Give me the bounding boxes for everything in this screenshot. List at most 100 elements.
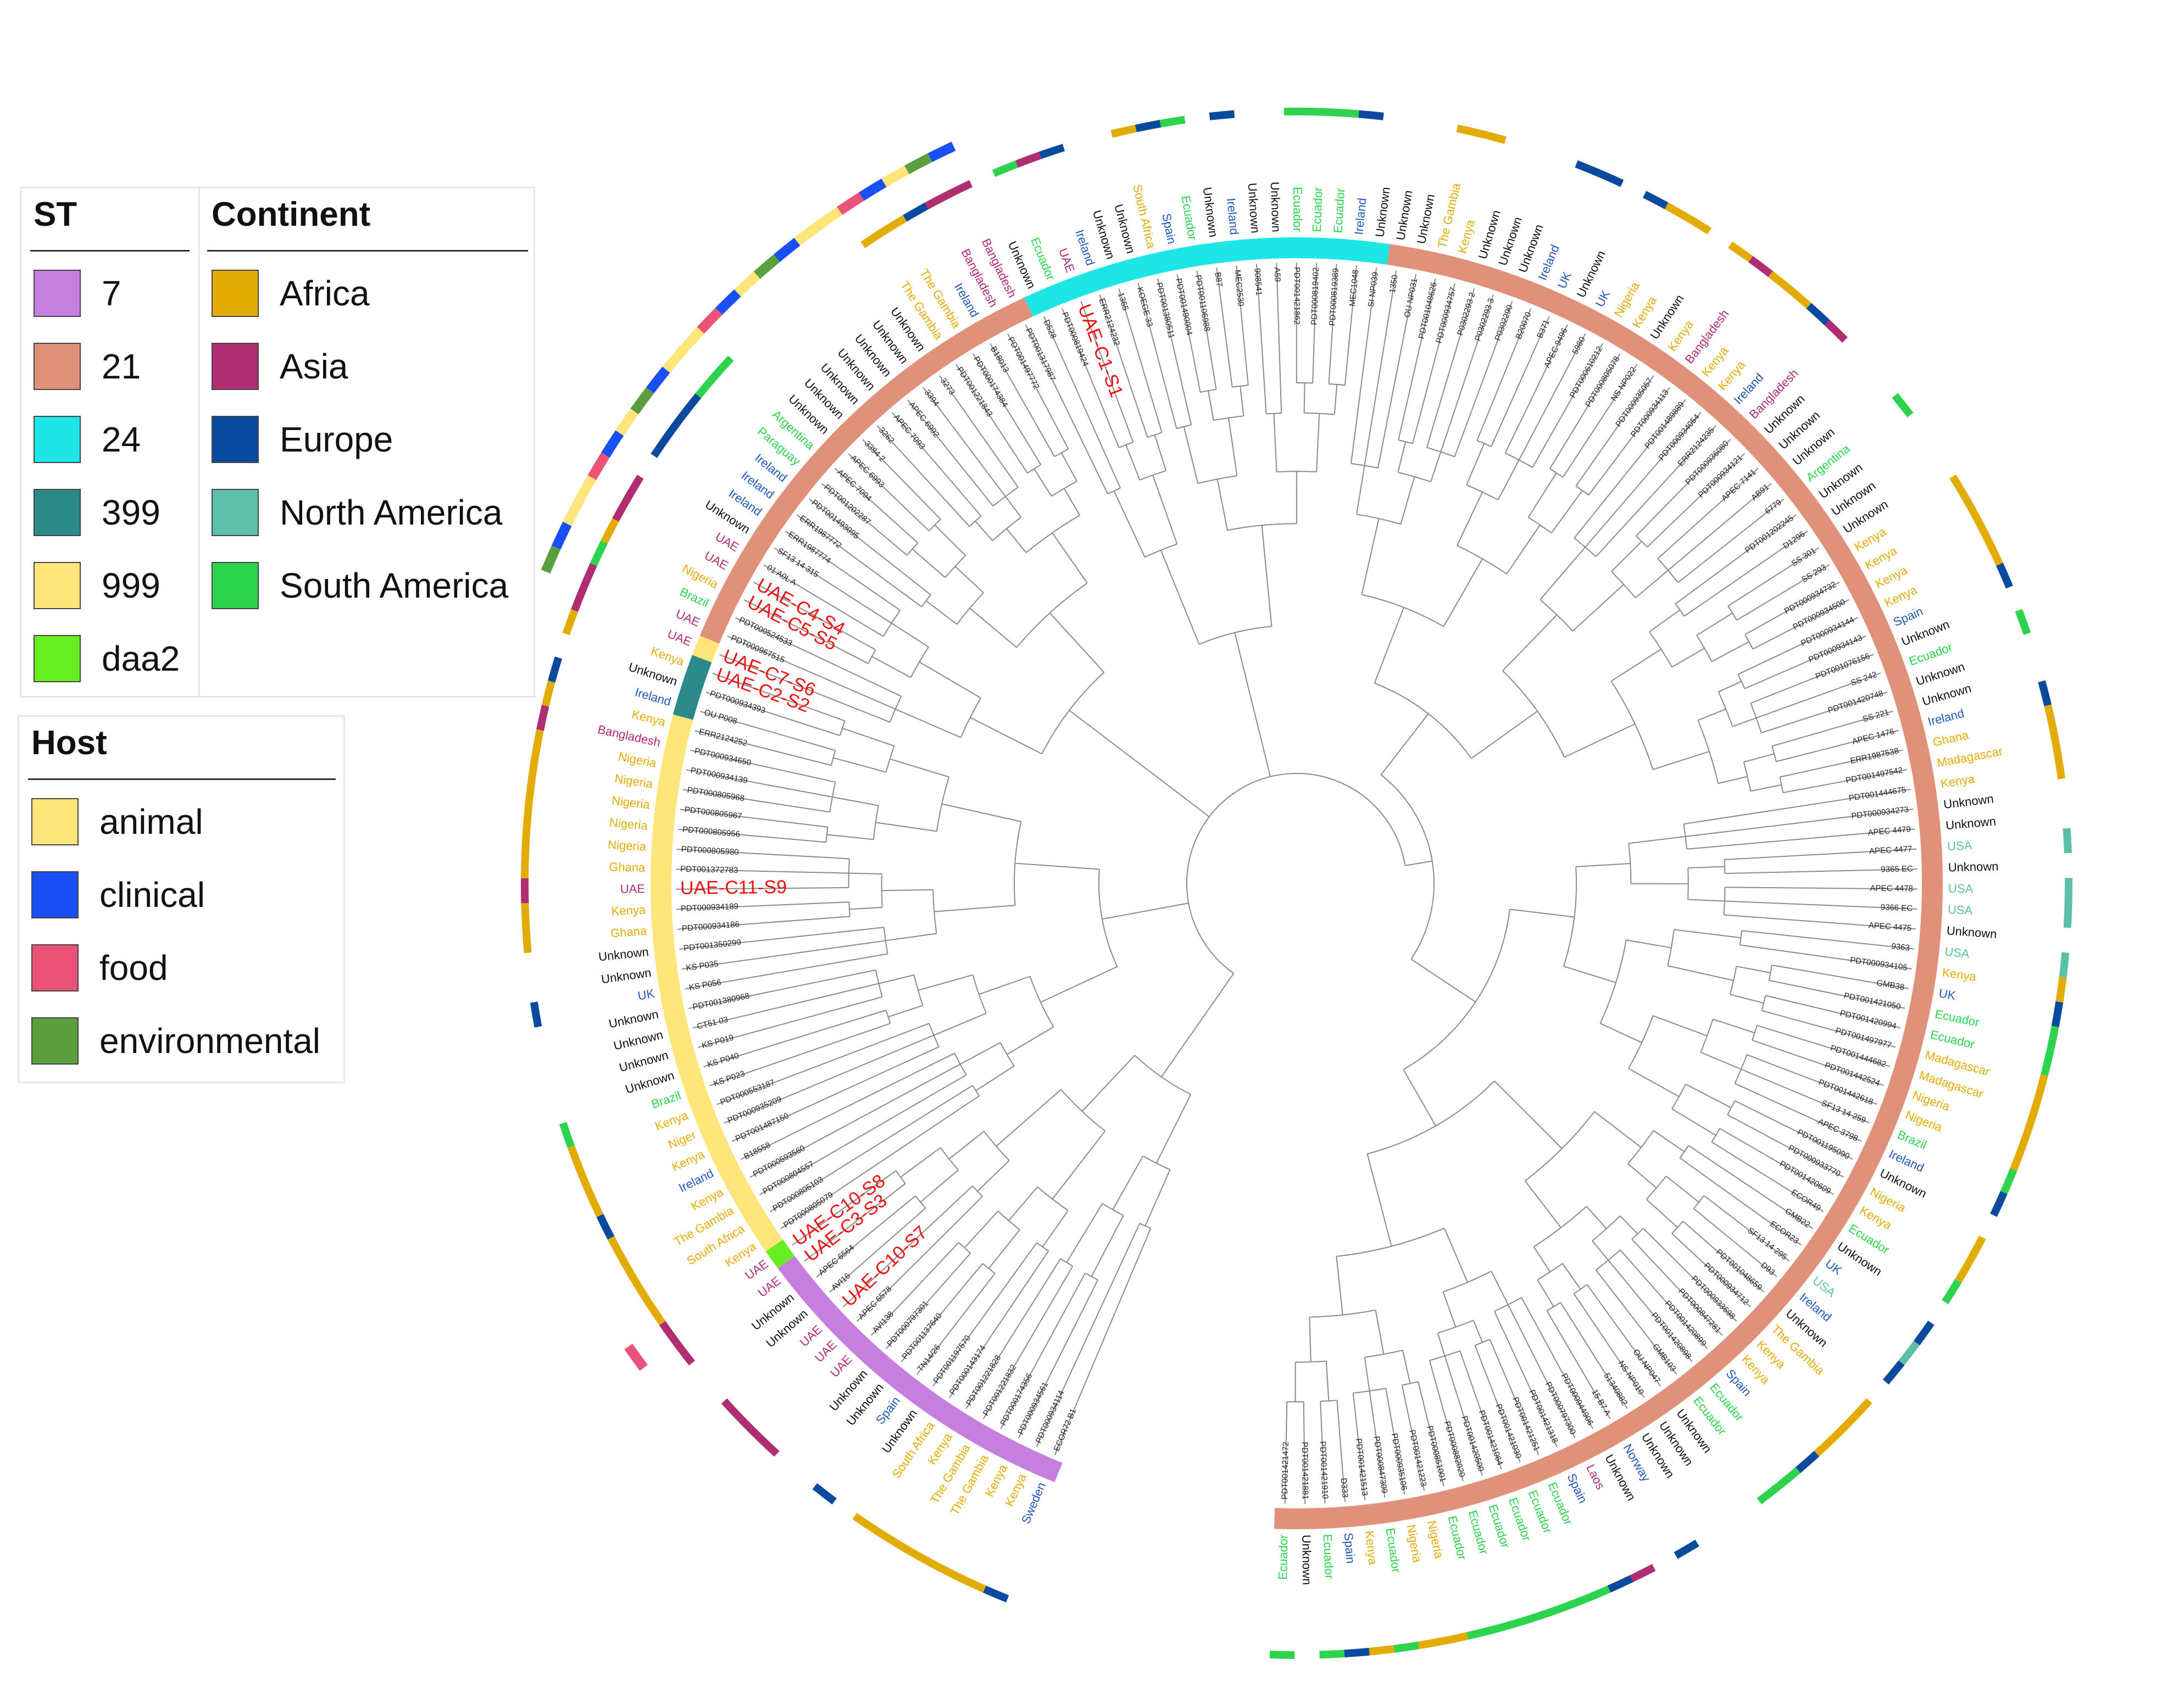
continent-segment <box>1996 562 2013 589</box>
branch <box>1671 1233 1751 1307</box>
country-label: Spain <box>1342 1532 1358 1564</box>
branch <box>996 1089 1062 1147</box>
branch <box>848 872 882 874</box>
branch-arc <box>1304 412 1335 415</box>
branch <box>682 789 830 813</box>
branch <box>1576 862 1631 867</box>
branch <box>1703 1195 1790 1262</box>
branch <box>1459 1350 1502 1470</box>
branch <box>1401 1385 1425 1491</box>
country-label: Ecuador <box>1929 1027 1976 1051</box>
branch <box>1562 364 1638 478</box>
branch <box>1099 294 1148 438</box>
branch <box>1440 294 1494 452</box>
branch <box>821 483 908 556</box>
branch <box>829 1207 926 1293</box>
legend-continent-label: Asia <box>280 347 348 386</box>
country-label: Ecuador <box>1310 187 1325 232</box>
branch-arc <box>1528 516 1552 534</box>
branch <box>1356 465 1365 515</box>
branch <box>1472 1320 1483 1343</box>
branch <box>1025 324 1109 494</box>
branch <box>975 521 993 541</box>
branch-arc <box>1768 965 1772 981</box>
st-band-daa2 <box>765 1239 795 1268</box>
continent-segment <box>1630 1564 1656 1583</box>
country-label: Unknown <box>1943 792 1994 811</box>
branch <box>1718 681 1742 693</box>
branch <box>972 353 1042 465</box>
country-label: Spain <box>1159 212 1179 245</box>
branch <box>1765 995 1901 1029</box>
branch <box>1402 1350 1411 1384</box>
country-label: UAE <box>755 1274 783 1300</box>
tree-branches <box>676 262 1918 1504</box>
continent-segment <box>531 729 544 755</box>
branch-arc <box>1494 1297 1522 1312</box>
leaf-label: PDT000805968 <box>687 785 745 804</box>
branch <box>1418 1381 1444 1487</box>
leaf-label: 3394 2 <box>863 439 887 464</box>
branch <box>1724 900 1918 910</box>
branch <box>1551 490 1583 533</box>
continent-segment <box>1955 1257 1974 1283</box>
continent-segment <box>548 656 563 683</box>
branch <box>934 525 966 556</box>
branch <box>1744 635 1866 689</box>
branch <box>891 622 929 648</box>
country-label: Ireland <box>1926 706 1965 729</box>
legend-swatch <box>212 270 259 317</box>
branch <box>703 1010 886 1067</box>
branch <box>679 927 884 950</box>
continent-segment <box>1480 130 1507 144</box>
st-band-24 <box>1024 237 1390 317</box>
branch-arc <box>1336 1227 1445 1257</box>
leaf-label: AVI138 <box>871 1310 896 1335</box>
country-label: Brazil <box>649 1088 682 1111</box>
leaf-label: PDT001380968 <box>692 991 750 1012</box>
leaf-label: PDT000805980 <box>681 844 739 857</box>
host-segment <box>541 545 561 574</box>
continent-segment <box>1209 110 1235 120</box>
branch <box>1631 1239 1723 1336</box>
leaf-label: PDT001421223 <box>1407 1429 1428 1487</box>
branch <box>1276 263 1282 414</box>
legend-st-label: 7 <box>102 274 121 313</box>
branch <box>1160 973 1235 1078</box>
host-segment <box>837 192 864 215</box>
country-label: Bangladesh <box>597 722 662 749</box>
branch-arc <box>1779 777 1784 793</box>
branch-arc <box>1540 599 1574 632</box>
branch <box>1657 467 1759 559</box>
continent-segment <box>738 1416 762 1440</box>
continent-segment <box>590 540 608 566</box>
country-label: Ecuador <box>1331 188 1347 233</box>
legend-host: Host animal clinical food environmental <box>18 715 345 1083</box>
branch <box>1647 453 1746 548</box>
branch <box>1312 263 1318 383</box>
continent-segment <box>1159 115 1186 127</box>
country-label: Ecuador <box>1276 1535 1291 1580</box>
continent-segment <box>571 586 587 612</box>
branch <box>977 1160 1010 1192</box>
branch <box>804 1183 906 1262</box>
branch <box>833 757 886 773</box>
continent-segment <box>659 1321 680 1346</box>
country-label: Ghana <box>1931 728 1970 749</box>
leaf-label: GMB22 <box>1783 1206 1812 1229</box>
continent-segment <box>1967 1235 1986 1262</box>
branch <box>1741 930 1914 950</box>
host-segment <box>679 326 704 353</box>
branch <box>1675 514 1797 605</box>
country-label: Ecuador <box>1934 1007 1981 1029</box>
leaf-label: PDT001421050 <box>1843 991 1901 1012</box>
branch <box>1549 353 1621 469</box>
continent-segment <box>1882 1360 1905 1385</box>
branch <box>1719 1128 1835 1195</box>
branch <box>1743 753 1775 763</box>
legend-st-label: 21 <box>102 347 141 386</box>
branch <box>1040 966 1118 1003</box>
country-label: Kenya <box>1940 772 1976 790</box>
branch <box>705 692 840 737</box>
continent-segment <box>852 1513 877 1534</box>
